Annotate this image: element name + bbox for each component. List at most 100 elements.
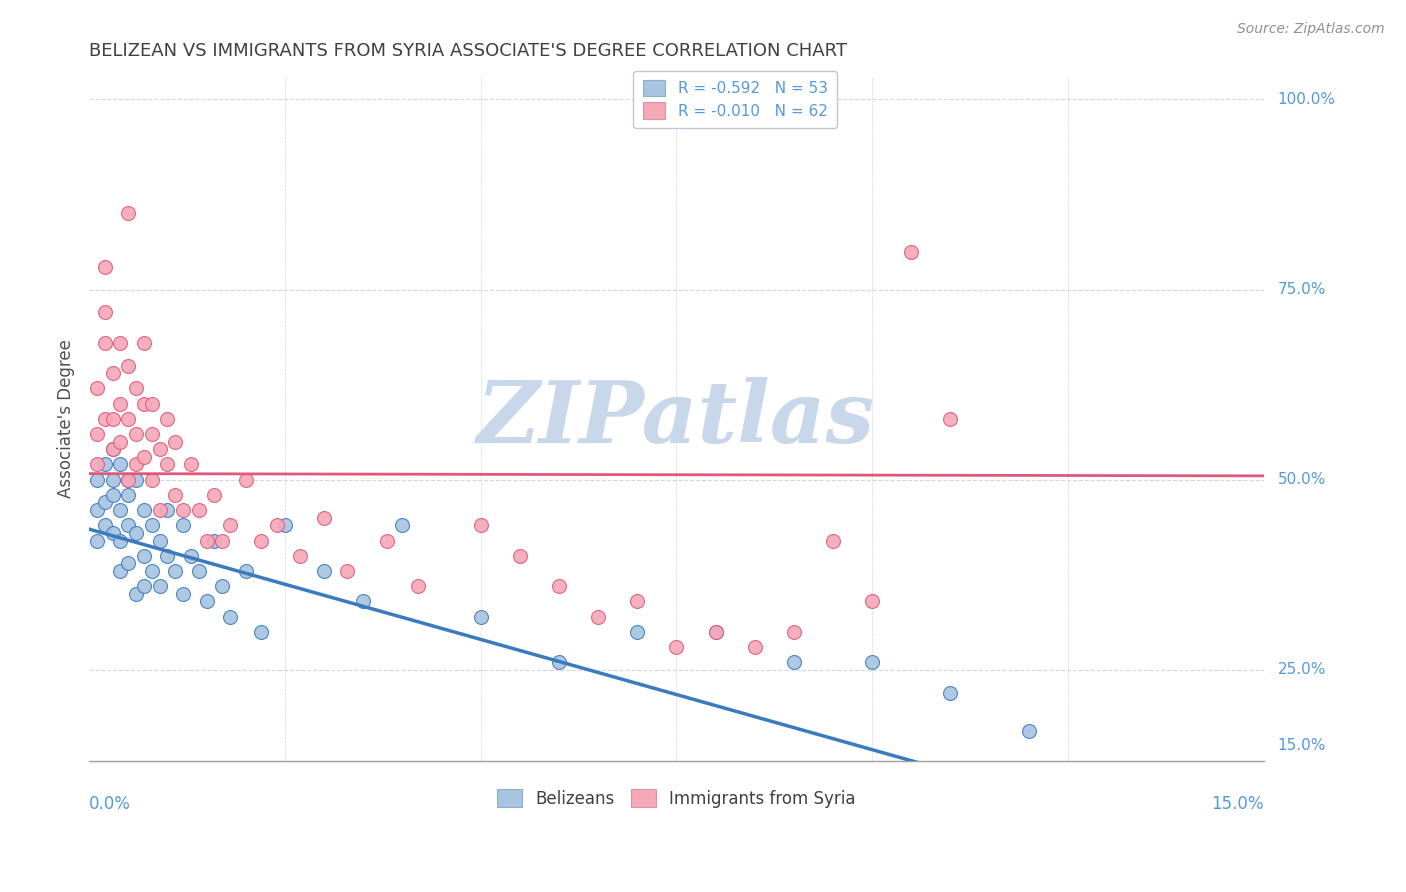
Point — [110, 503, 132, 517]
Point — [101, 525, 124, 540]
Point — [172, 503, 194, 517]
Point — [141, 473, 163, 487]
Point — [132, 335, 155, 350]
Point — [110, 533, 132, 548]
Point — [86, 381, 108, 395]
Point — [665, 640, 688, 654]
Point — [470, 609, 492, 624]
Text: 25.0%: 25.0% — [1278, 663, 1326, 677]
Point — [148, 533, 170, 548]
Point — [352, 594, 374, 608]
Point — [125, 427, 148, 442]
Point — [93, 335, 115, 350]
Point — [93, 518, 115, 533]
Point — [290, 549, 312, 563]
Point — [101, 412, 124, 426]
Point — [211, 579, 233, 593]
Point — [117, 412, 139, 426]
Point — [125, 458, 148, 472]
Point — [266, 518, 288, 533]
Point — [180, 458, 202, 472]
Point — [141, 396, 163, 410]
Point — [101, 366, 124, 380]
Point — [148, 442, 170, 457]
Text: 50.0%: 50.0% — [1278, 472, 1326, 487]
Point — [141, 518, 163, 533]
Point — [101, 442, 124, 457]
Text: ZIPatlas: ZIPatlas — [477, 377, 876, 460]
Point — [110, 396, 132, 410]
Point — [117, 359, 139, 373]
Point — [187, 564, 209, 578]
Point — [312, 564, 335, 578]
Point — [860, 594, 883, 608]
Point — [125, 381, 148, 395]
Point — [586, 609, 609, 624]
Point — [93, 495, 115, 509]
Point — [704, 624, 727, 639]
Point — [509, 549, 531, 563]
Point — [391, 518, 413, 533]
Point — [274, 518, 297, 533]
Point — [117, 206, 139, 220]
Point — [172, 587, 194, 601]
Point — [117, 488, 139, 502]
Text: 75.0%: 75.0% — [1278, 282, 1326, 297]
Point — [626, 594, 648, 608]
Point — [336, 564, 359, 578]
Point — [101, 488, 124, 502]
Y-axis label: Associate's Degree: Associate's Degree — [58, 339, 75, 499]
Point — [101, 442, 124, 457]
Point — [250, 624, 273, 639]
Point — [704, 624, 727, 639]
Point — [219, 609, 242, 624]
Point — [165, 564, 187, 578]
Point — [172, 518, 194, 533]
Point — [156, 549, 179, 563]
Point — [101, 473, 124, 487]
Point — [86, 473, 108, 487]
Point — [110, 434, 132, 449]
Point — [117, 557, 139, 571]
Point — [900, 244, 922, 259]
Text: BELIZEAN VS IMMIGRANTS FROM SYRIA ASSOCIATE'S DEGREE CORRELATION CHART: BELIZEAN VS IMMIGRANTS FROM SYRIA ASSOCI… — [89, 42, 846, 60]
Point — [86, 427, 108, 442]
Point — [156, 503, 179, 517]
Point — [86, 533, 108, 548]
Point — [125, 473, 148, 487]
Point — [821, 533, 844, 548]
Point — [141, 564, 163, 578]
Point — [132, 396, 155, 410]
Text: Source: ZipAtlas.com: Source: ZipAtlas.com — [1237, 22, 1385, 37]
Point — [110, 335, 132, 350]
Point — [235, 564, 257, 578]
Point — [93, 412, 115, 426]
Point — [211, 533, 233, 548]
Point — [86, 458, 108, 472]
Point — [783, 624, 806, 639]
Point — [132, 549, 155, 563]
Point — [125, 587, 148, 601]
Point — [744, 640, 766, 654]
Point — [202, 533, 225, 548]
Point — [406, 579, 429, 593]
Point — [93, 305, 115, 319]
Point — [195, 594, 218, 608]
Point — [219, 518, 242, 533]
Point — [132, 503, 155, 517]
Point — [195, 533, 218, 548]
Point — [626, 624, 648, 639]
Text: 15.0%: 15.0% — [1211, 796, 1264, 814]
Point — [117, 473, 139, 487]
Point — [939, 412, 962, 426]
Point — [117, 473, 139, 487]
Point — [783, 655, 806, 669]
Text: 15.0%: 15.0% — [1278, 739, 1326, 754]
Text: 100.0%: 100.0% — [1278, 92, 1336, 107]
Point — [117, 518, 139, 533]
Point — [93, 458, 115, 472]
Point — [132, 450, 155, 464]
Point — [235, 473, 257, 487]
Legend: Belizeans, Immigrants from Syria: Belizeans, Immigrants from Syria — [491, 782, 863, 814]
Point — [132, 579, 155, 593]
